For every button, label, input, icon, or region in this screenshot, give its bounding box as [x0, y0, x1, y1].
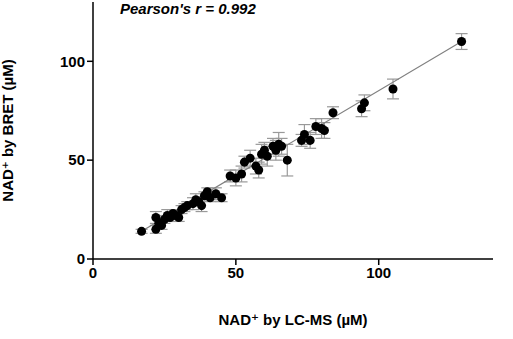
svg-text:NAD⁺ by LC-MS (µM): NAD⁺ by LC-MS (µM) [218, 311, 367, 328]
svg-text:50: 50 [228, 264, 245, 281]
svg-text:100: 100 [366, 264, 391, 281]
svg-text:100: 100 [60, 53, 85, 70]
svg-text:0: 0 [89, 264, 97, 281]
svg-text:50: 50 [68, 151, 85, 168]
html-text:Pearson's r = 0.992: Pearson's r = 0.992 [120, 0, 256, 17]
svg-text:NAD⁺ by BRET (µM): NAD⁺ by BRET (µM) [8, 59, 16, 201]
svg-text:0: 0 [77, 250, 85, 267]
